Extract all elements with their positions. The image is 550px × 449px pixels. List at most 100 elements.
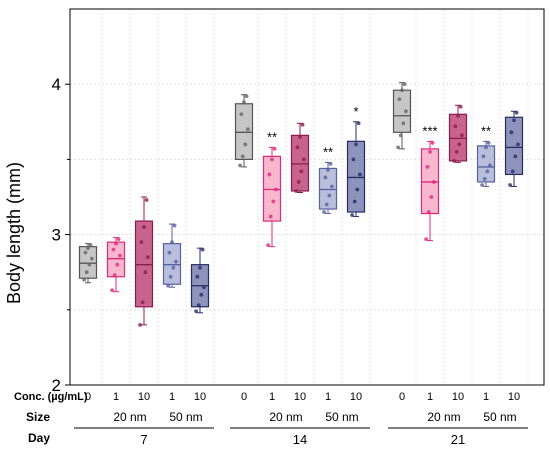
data-point: [166, 283, 171, 288]
data-point: [271, 199, 276, 204]
data-point: [327, 193, 332, 198]
data-point: [268, 214, 273, 219]
conc-label: 1: [427, 391, 433, 403]
data-point: [428, 149, 432, 154]
data-point: [328, 162, 333, 166]
data-point: [138, 322, 143, 327]
data-point: [355, 187, 360, 192]
data-point: [486, 140, 491, 145]
data-point: [174, 259, 178, 264]
data-point: [510, 169, 515, 174]
size-row-label: Size: [26, 410, 50, 424]
y-tick-label: 4: [52, 75, 61, 94]
significance-marker: **: [267, 129, 277, 144]
data-point: [302, 157, 306, 162]
box: [290, 122, 310, 193]
data-point: [401, 121, 406, 126]
conc-label: 1: [113, 391, 119, 403]
data-point: [242, 100, 246, 105]
significance-marker: ***: [422, 123, 437, 138]
box-body: [476, 145, 496, 183]
box-series: ******** **: [78, 82, 524, 327]
data-point: [88, 243, 93, 248]
plot-frame: [69, 8, 545, 386]
box: *: [346, 104, 366, 218]
size-label: 50 nm: [169, 410, 202, 424]
box-body: [134, 220, 154, 308]
box-body: [420, 148, 440, 215]
conc-label: 1: [169, 391, 175, 403]
conc-label: 1: [269, 391, 275, 403]
data-point: [432, 180, 436, 184]
data-point: [482, 177, 487, 181]
box-body: [392, 89, 412, 133]
significance-marker: **: [481, 123, 491, 138]
data-point: [398, 133, 403, 138]
data-point: [146, 255, 150, 260]
data-point: [112, 273, 117, 278]
data-point: [246, 127, 250, 132]
box: ***: [420, 123, 440, 242]
data-point: [323, 175, 328, 180]
data-point: [481, 154, 486, 159]
data-point: [516, 142, 520, 147]
data-point: [140, 300, 145, 305]
data-point: [244, 94, 249, 99]
conc-label: 10: [350, 391, 362, 403]
data-point: [508, 183, 512, 187]
data-point: [402, 82, 407, 87]
data-point: [267, 172, 272, 177]
box-body: [318, 167, 338, 210]
data-point: [454, 149, 459, 154]
data-point: [326, 168, 330, 172]
data-point: [87, 262, 92, 267]
box: [190, 247, 210, 314]
y-axis-label: Body length (mm): [4, 162, 24, 304]
data-point: [480, 183, 484, 187]
data-point: [272, 146, 277, 151]
box-body: [162, 243, 182, 285]
significance-marker: **: [323, 144, 333, 159]
data-point: [400, 88, 404, 93]
data-point: [171, 265, 176, 270]
y-axis: 2 3 4: [52, 75, 70, 395]
data-point: [167, 250, 172, 255]
data-point: [239, 112, 244, 117]
box: [448, 104, 468, 163]
data-point: [110, 288, 114, 293]
data-point: [425, 165, 430, 169]
data-point: [358, 172, 362, 177]
data-point: [200, 247, 205, 252]
conc-label: 10: [294, 391, 306, 403]
data-point: [453, 124, 458, 129]
conc-label: 10: [452, 391, 464, 403]
data-point: [298, 134, 302, 139]
data-point: [300, 122, 305, 127]
conc-label: 10: [194, 391, 206, 403]
data-point: [168, 274, 173, 279]
day-label: 14: [293, 432, 307, 447]
conc-label: 0: [399, 391, 405, 403]
x-axis-category-rows: Conc. (µg/mL) Size Day: [14, 391, 88, 445]
box-body: [234, 103, 254, 160]
box: [106, 237, 126, 293]
data-point: [196, 303, 201, 308]
data-point: [330, 184, 334, 189]
data-point: [115, 262, 120, 267]
significance-marker: *: [353, 104, 358, 119]
data-point: [170, 240, 174, 245]
data-point: [202, 285, 206, 290]
data-point: [240, 154, 245, 159]
box: [78, 243, 98, 284]
data-point: [484, 145, 488, 150]
data-point: [351, 157, 356, 162]
data-point: [84, 270, 89, 275]
day-label: 21: [451, 432, 465, 447]
data-point: [514, 110, 519, 115]
data-point: [139, 240, 144, 245]
conc-label: 1: [325, 391, 331, 403]
box: [234, 94, 254, 168]
data-point: [457, 142, 462, 147]
conc-label: 10: [138, 391, 150, 403]
